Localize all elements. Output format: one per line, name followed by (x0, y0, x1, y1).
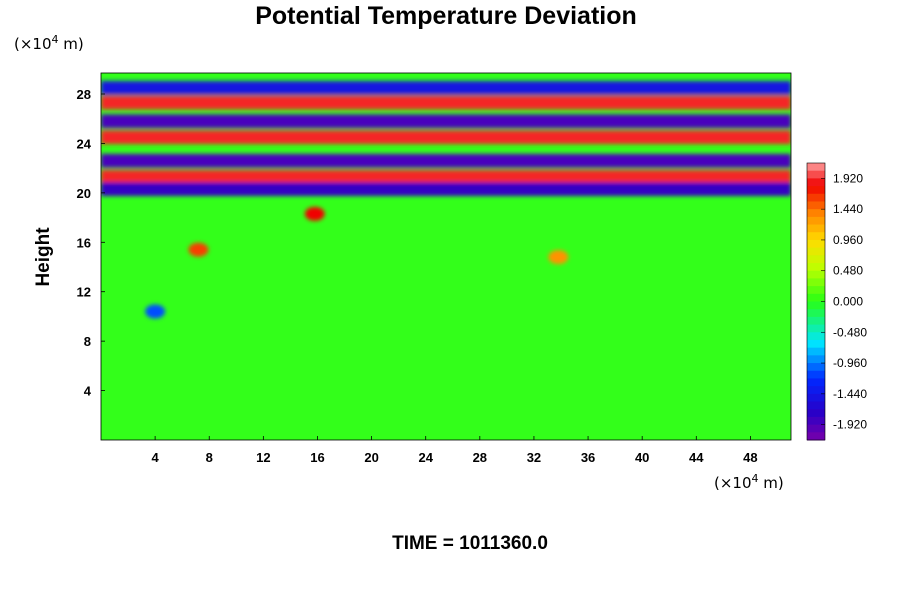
x-tick-label: 4 (152, 450, 160, 465)
x-axis: 4 8 12 16 20 24 28 32 36 40 44 48 (152, 436, 758, 465)
x-tick-label: 36 (581, 450, 595, 465)
colorbar-segment (807, 301, 825, 310)
colorbar-segment (807, 332, 825, 341)
colorbar-segment (807, 247, 825, 256)
y-tick-label: 12 (77, 285, 91, 300)
colorbar-segment (807, 432, 825, 441)
colorbar-segment (807, 278, 825, 287)
y-tick-label: 20 (77, 186, 91, 201)
colorbar-tick-label: -1.920 (833, 418, 867, 432)
x-units-label: (×104 m) (714, 472, 784, 492)
colorbar-tick-label: 1.440 (833, 202, 863, 216)
colorbar-segment (807, 409, 825, 418)
colorbar-tick-label: -0.480 (833, 325, 867, 339)
colorbar-segment (807, 316, 825, 326)
colorbar-segment (807, 324, 825, 333)
heatmap-disturbance (304, 206, 325, 221)
x-tick-label: 16 (310, 450, 324, 465)
colorbar-segment (807, 239, 825, 249)
colorbar-tick-label: 1.920 (833, 171, 863, 185)
heatmap-band (101, 182, 791, 196)
colorbar-segment (807, 201, 825, 210)
heatmap-band (101, 81, 791, 95)
x-tick-label: 32 (527, 450, 541, 465)
colorbar-ticks: 1.920 1.440 0.960 0.480 0.000 -0.480 -0.960 -1.… (821, 171, 867, 432)
colorbar-tick-label: -0.960 (833, 356, 867, 370)
chart-title: Potential Temperature Deviation (255, 2, 637, 30)
heatmap-field (101, 81, 791, 319)
colorbar-segment (807, 255, 825, 264)
colorbar-segment (807, 386, 825, 395)
colorbar-segment (807, 216, 825, 226)
colorbar-segment (807, 355, 825, 364)
colorbar-segment (807, 416, 825, 426)
heatmap-band (101, 114, 791, 128)
y-units-label: (×104 m) (14, 33, 84, 53)
time-label: TIME = 1011360.0 (392, 533, 548, 554)
x-tick-label: 24 (418, 450, 433, 465)
colorbar-segment (807, 286, 825, 295)
x-tick-label: 28 (473, 450, 487, 465)
y-tick-label: 8 (84, 334, 91, 349)
y-axis-label: Height (33, 227, 54, 287)
heatmap-band (101, 153, 791, 168)
colorbar-segment (807, 163, 825, 172)
heatmap-disturbance (145, 304, 166, 319)
heatmap-disturbance (548, 250, 569, 265)
colorbar-segment (807, 232, 825, 241)
y-tick-label: 4 (84, 384, 92, 399)
colorbar-segment (807, 309, 825, 318)
x-tick-label: 40 (635, 450, 649, 465)
colorbar-segment (807, 186, 825, 195)
colorbar-tick-label: -1.440 (833, 387, 867, 401)
colorbar-segment (807, 263, 825, 272)
x-tick-label: 8 (206, 450, 213, 465)
plot-area (101, 73, 791, 440)
colorbar-segment (807, 339, 825, 349)
colorbar-tick-label: 0.960 (833, 233, 863, 247)
colorbar-segment (807, 393, 825, 403)
colorbar (806, 162, 826, 441)
colorbar-segment (807, 363, 825, 372)
colorbar-segment (807, 401, 825, 410)
colorbar-segment (807, 347, 825, 356)
colorbar-segment (807, 270, 825, 279)
x-tick-label: 12 (256, 450, 270, 465)
heatmap-band (101, 95, 791, 110)
x-tick-label: 44 (689, 450, 704, 465)
x-tick-label: 20 (364, 450, 378, 465)
colorbar-segment (807, 370, 825, 379)
heatmap-band (101, 130, 791, 145)
x-tick-label: 48 (743, 450, 757, 465)
colorbar-tick-label: 0.480 (833, 264, 863, 278)
y-tick-label: 16 (77, 235, 91, 250)
colorbar-segment (807, 378, 825, 387)
plot-background (101, 73, 791, 440)
colorbar-segment (807, 424, 825, 433)
plot-frame (100, 72, 792, 441)
colorbar-segment (807, 293, 825, 302)
heatmap-disturbance (188, 242, 209, 257)
y-axis: 4 8 12 16 20 24 28 (77, 87, 105, 399)
colorbar-segment (807, 224, 825, 233)
colorbar-segment (807, 193, 825, 202)
y-tick-label: 24 (77, 136, 92, 151)
colorbar-segment (807, 178, 825, 187)
colorbar-tick-label: 0.000 (833, 295, 863, 309)
colorbar-segment (807, 209, 825, 218)
y-tick-label: 28 (77, 87, 91, 102)
colorbar-segment (807, 170, 825, 179)
heatmap-band (101, 170, 791, 184)
